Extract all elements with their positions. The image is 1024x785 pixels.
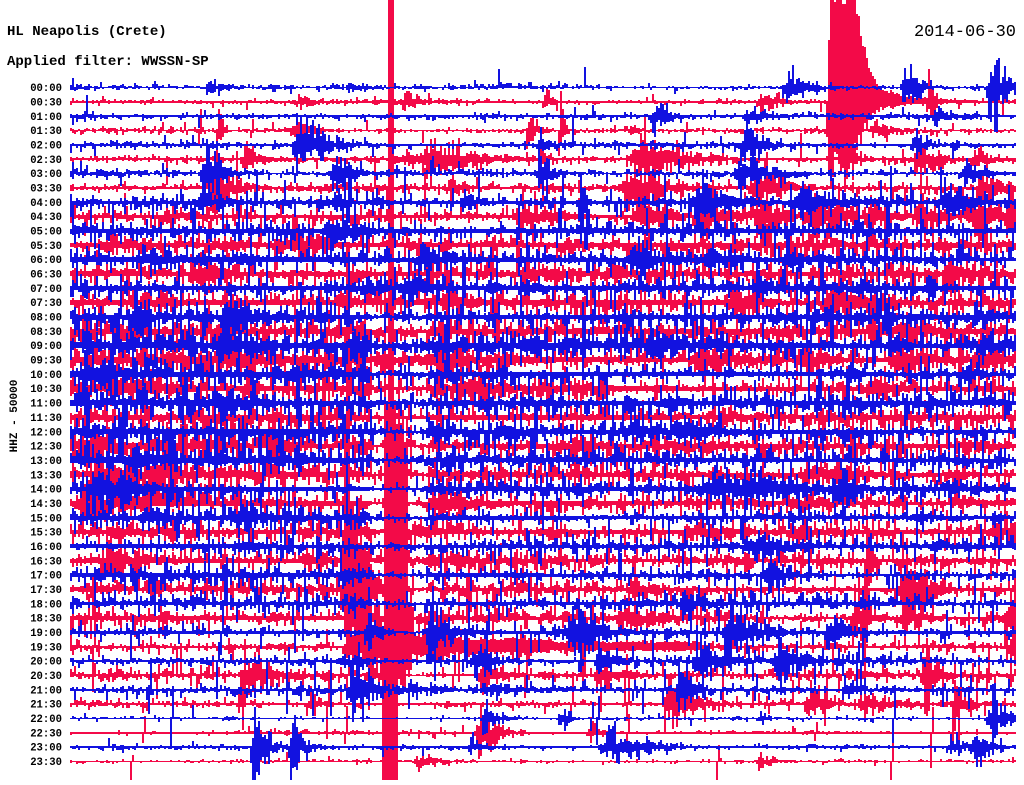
svg-text:11:30: 11:30 bbox=[30, 413, 62, 425]
svg-text:04:30: 04:30 bbox=[30, 212, 62, 224]
svg-text:05:30: 05:30 bbox=[30, 241, 62, 253]
svg-text:09:00: 09:00 bbox=[30, 341, 62, 353]
svg-text:12:00: 12:00 bbox=[30, 427, 62, 439]
svg-text:HHZ - 50000: HHZ - 50000 bbox=[9, 380, 21, 453]
svg-text:19:00: 19:00 bbox=[30, 628, 62, 640]
svg-text:04:00: 04:00 bbox=[30, 198, 62, 210]
svg-text:20:30: 20:30 bbox=[30, 671, 62, 683]
svg-text:22:30: 22:30 bbox=[30, 728, 62, 740]
svg-text:03:30: 03:30 bbox=[30, 184, 62, 196]
svg-text:05:00: 05:00 bbox=[30, 227, 62, 239]
svg-text:11:00: 11:00 bbox=[30, 399, 62, 411]
svg-text:08:00: 08:00 bbox=[30, 313, 62, 325]
svg-text:10:30: 10:30 bbox=[30, 384, 62, 396]
svg-text:13:30: 13:30 bbox=[30, 470, 62, 482]
svg-text:03:00: 03:00 bbox=[30, 169, 62, 181]
svg-text:21:00: 21:00 bbox=[30, 685, 62, 697]
svg-text:10:00: 10:00 bbox=[30, 370, 62, 382]
svg-text:15:00: 15:00 bbox=[30, 513, 62, 525]
svg-text:06:30: 06:30 bbox=[30, 270, 62, 282]
svg-text:20:00: 20:00 bbox=[30, 657, 62, 669]
svg-text:2014-06-30: 2014-06-30 bbox=[914, 23, 1016, 42]
svg-text:23:00: 23:00 bbox=[30, 743, 62, 755]
svg-text:13:00: 13:00 bbox=[30, 456, 62, 468]
svg-text:14:30: 14:30 bbox=[30, 499, 62, 511]
svg-text:07:00: 07:00 bbox=[30, 284, 62, 296]
svg-text:21:30: 21:30 bbox=[30, 700, 62, 712]
svg-text:18:00: 18:00 bbox=[30, 599, 62, 611]
svg-text:01:00: 01:00 bbox=[30, 112, 62, 124]
svg-text:23:30: 23:30 bbox=[30, 757, 62, 769]
svg-text:16:30: 16:30 bbox=[30, 556, 62, 568]
svg-text:09:30: 09:30 bbox=[30, 356, 62, 368]
svg-text:15:30: 15:30 bbox=[30, 528, 62, 540]
svg-text:12:30: 12:30 bbox=[30, 442, 62, 454]
svg-text:00:00: 00:00 bbox=[30, 83, 62, 95]
svg-text:14:00: 14:00 bbox=[30, 485, 62, 497]
svg-text:02:30: 02:30 bbox=[30, 155, 62, 167]
svg-text:18:30: 18:30 bbox=[30, 614, 62, 626]
svg-text:HL Neapolis (Crete): HL Neapolis (Crete) bbox=[7, 24, 167, 40]
svg-text:17:00: 17:00 bbox=[30, 571, 62, 583]
svg-text:08:30: 08:30 bbox=[30, 327, 62, 339]
svg-text:16:00: 16:00 bbox=[30, 542, 62, 554]
svg-text:02:00: 02:00 bbox=[30, 141, 62, 153]
svg-text:06:00: 06:00 bbox=[30, 255, 62, 267]
svg-text:17:30: 17:30 bbox=[30, 585, 62, 597]
svg-text:19:30: 19:30 bbox=[30, 642, 62, 654]
svg-text:01:30: 01:30 bbox=[30, 126, 62, 138]
svg-text:22:00: 22:00 bbox=[30, 714, 62, 726]
svg-text:00:30: 00:30 bbox=[30, 97, 62, 109]
svg-text:Applied filter: WWSSN-SP: Applied filter: WWSSN-SP bbox=[7, 54, 209, 70]
svg-text:07:30: 07:30 bbox=[30, 298, 62, 310]
